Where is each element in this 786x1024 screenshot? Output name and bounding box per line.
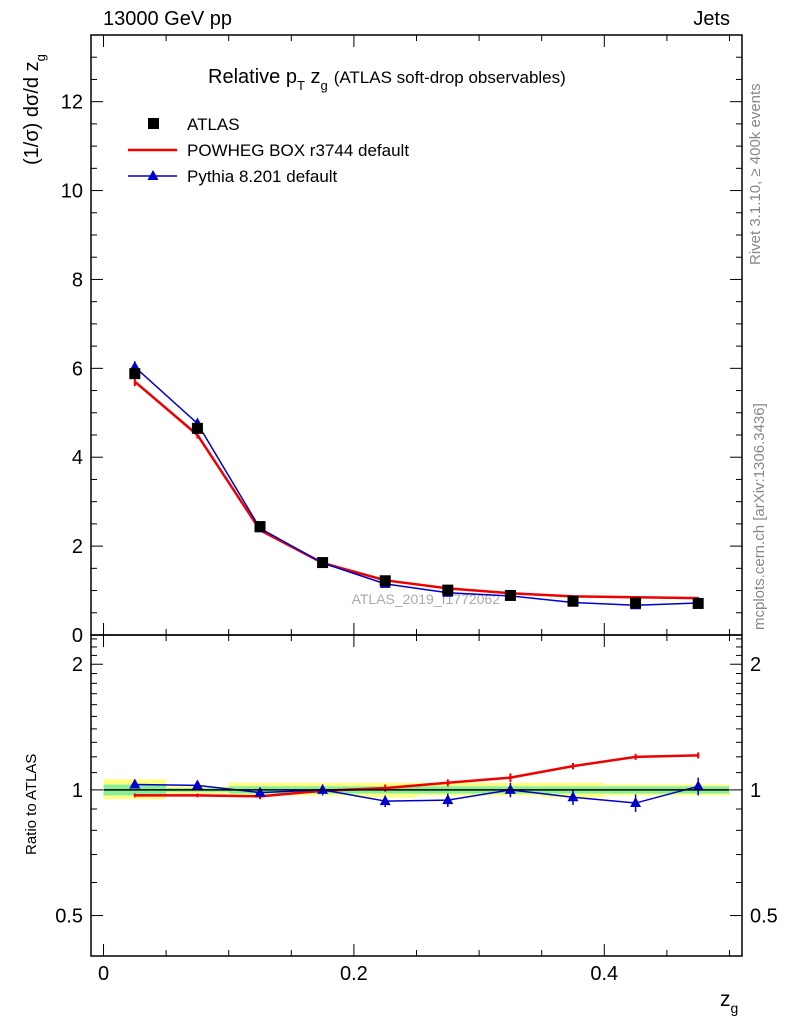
legend-atlas-marker bbox=[148, 118, 159, 129]
legend-powheg-label: POWHEG BOX r3744 default bbox=[187, 141, 409, 160]
x-tick-label: 0.2 bbox=[340, 963, 368, 985]
atlas-point bbox=[317, 557, 329, 569]
chart-title: Relative pT zg (ATLAS soft-drop observabl… bbox=[208, 66, 566, 93]
legend-pythia-marker bbox=[147, 170, 159, 180]
main-y-tick-label: 0 bbox=[72, 625, 83, 647]
main-y-tick-label: 6 bbox=[72, 358, 83, 380]
atlas-point bbox=[379, 575, 391, 587]
atlas-point bbox=[567, 595, 579, 607]
ratio-y-tick-label-left: 1 bbox=[72, 780, 83, 802]
header-left: 13000 GeV pp bbox=[103, 8, 232, 30]
ratio-pythia-point bbox=[442, 794, 454, 805]
legend-atlas-label: ATLAS bbox=[187, 115, 240, 134]
main-y-tick-label: 2 bbox=[72, 536, 83, 558]
ratio-panel: 0 0.2 0.4 0.5 0.5 1 1 2 2 bbox=[55, 634, 778, 985]
atlas-point bbox=[129, 368, 141, 380]
ratio-pythia-line bbox=[134, 783, 699, 804]
ratio-pythia-point bbox=[567, 791, 579, 802]
atlas-point bbox=[630, 597, 642, 609]
analysis-watermark: ATLAS_2019_I1772062 bbox=[352, 591, 501, 607]
ratio-pythia-point bbox=[317, 783, 329, 794]
ratio-pythia-point bbox=[630, 797, 642, 808]
header-right: Jets bbox=[693, 8, 730, 30]
main-y-axis-label: (1/σ) dσ/d zg bbox=[21, 54, 48, 165]
ratio-y-tick-label-right: 0.5 bbox=[750, 906, 778, 928]
atlas-point bbox=[442, 584, 454, 596]
atlas-point bbox=[254, 521, 266, 533]
ratio-pythia-point bbox=[254, 786, 266, 797]
ratio-y-axis-label: Ratio to ATLAS bbox=[23, 754, 40, 855]
ratio-y-tick-label-left: 2 bbox=[72, 654, 83, 676]
ratio-pythia-point bbox=[379, 795, 391, 806]
atlas-point bbox=[504, 589, 516, 601]
ratio-pythia-point bbox=[504, 783, 516, 794]
ratio-y-tick-label-left: 0.5 bbox=[55, 906, 83, 928]
main-panel: 0 2 4 6 8 10 12 bbox=[61, 34, 743, 647]
x-tick-label: 0.4 bbox=[590, 963, 618, 985]
main-y-tick-label: 10 bbox=[61, 181, 83, 203]
mcplots-label: mcplots.cern.ch [arXiv:1306.3436] bbox=[751, 403, 768, 630]
rivet-label: Rivet 3.1.10, ≥ 400k events bbox=[747, 83, 764, 265]
ratio-y-tick-label-right: 1 bbox=[750, 780, 761, 802]
legend: ATLAS POWHEG BOX r3744 default Pythia 8.… bbox=[128, 115, 409, 186]
powheg-line bbox=[134, 380, 699, 600]
x-tick-label: 0 bbox=[98, 963, 109, 985]
ratio-pythia-point bbox=[129, 778, 141, 789]
ratio-powheg-line bbox=[134, 754, 699, 798]
main-y-tick-label: 12 bbox=[61, 92, 83, 114]
legend-pythia-label: Pythia 8.201 default bbox=[187, 167, 338, 186]
atlas-point bbox=[692, 597, 704, 609]
ratio-pythia-point bbox=[692, 780, 704, 791]
main-y-tick-label: 4 bbox=[72, 447, 83, 469]
ratio-y-tick-label-right: 2 bbox=[750, 654, 761, 676]
atlas-point bbox=[191, 422, 203, 434]
x-axis-label: zg bbox=[720, 988, 738, 1016]
ratio-pythia-point bbox=[191, 779, 203, 790]
main-y-tick-label: 8 bbox=[72, 269, 83, 291]
pythia-line bbox=[134, 366, 699, 606]
